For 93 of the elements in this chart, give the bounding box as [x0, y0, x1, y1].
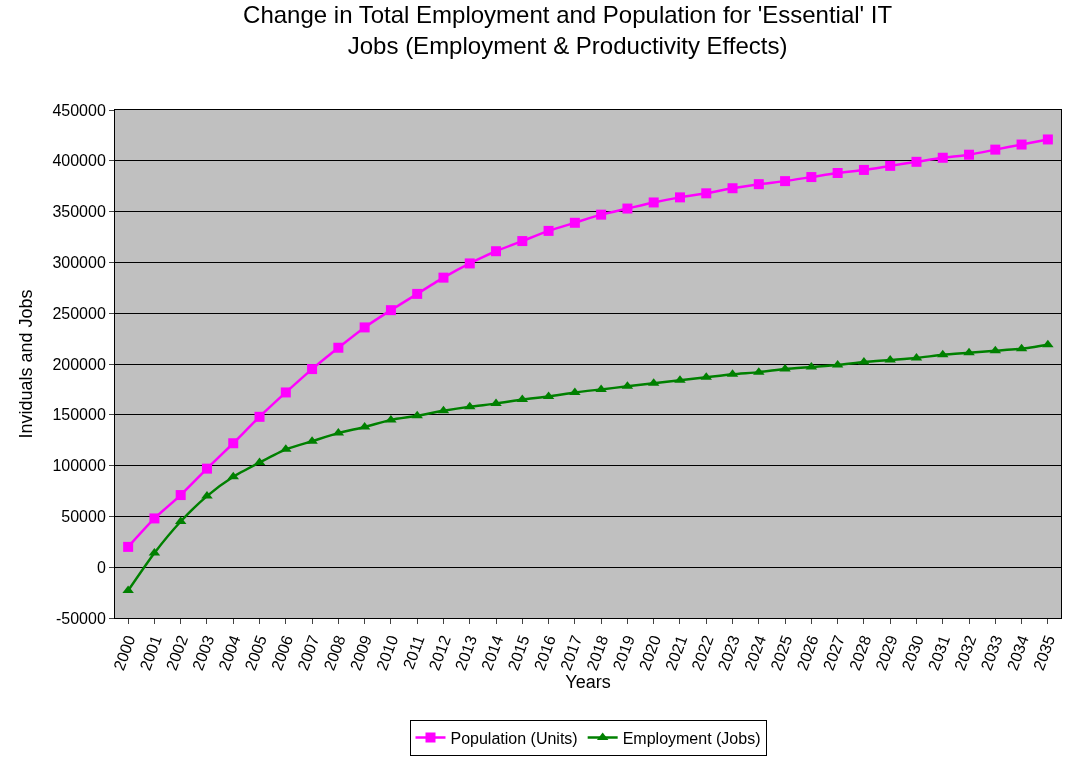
point — [359, 322, 370, 333]
point — [885, 160, 896, 171]
x-tick-label: 2017 — [557, 633, 586, 673]
point — [307, 364, 318, 375]
x-tick-label: 2007 — [294, 633, 323, 673]
legend-label: Population (Units) — [450, 729, 578, 747]
x-tick-label: 2003 — [189, 633, 218, 673]
point — [858, 164, 869, 175]
x-tick-label: 2000 — [110, 633, 139, 673]
y-tick-label: 300000 — [52, 254, 106, 271]
x-tick-label: 2034 — [1003, 633, 1032, 673]
y-tick-label: 150000 — [52, 406, 106, 424]
x-tick-label: 2028 — [846, 633, 875, 673]
x-tick-label: 2022 — [688, 633, 717, 673]
point — [517, 236, 528, 247]
point — [1042, 339, 1054, 348]
point — [1042, 134, 1053, 145]
y-tick-label: 100000 — [52, 457, 106, 475]
point — [543, 225, 554, 236]
x-tick-label: 2026 — [793, 633, 822, 673]
x-tick-label: 2010 — [373, 633, 402, 673]
y-tick-label: 50000 — [61, 508, 106, 525]
point — [412, 288, 423, 299]
point — [648, 197, 659, 208]
point — [411, 410, 423, 419]
point — [622, 203, 633, 214]
x-tick-label: 2027 — [819, 633, 849, 673]
y-tick-label: 200000 — [52, 355, 106, 373]
point — [911, 156, 922, 167]
y-tick-label: 0 — [96, 558, 106, 576]
x-tick-label: 2005 — [241, 633, 270, 673]
x-tick-label: 2016 — [530, 633, 559, 673]
x-tick-label: 2002 — [162, 633, 192, 673]
x-tick-label: 2018 — [583, 633, 612, 673]
x-tick-label: 2012 — [425, 633, 454, 673]
point — [149, 513, 160, 524]
point — [964, 149, 975, 160]
point — [122, 585, 134, 594]
x-tick-label: 2008 — [320, 633, 349, 673]
x-tick-label: 2024 — [741, 633, 770, 673]
point — [438, 272, 449, 283]
point — [201, 463, 212, 474]
chart-title: Change in Total Employment and Population for 'Essential' IT Jobs (Employment & Productivity Effects) — [243, 0, 893, 60]
y-tick-label: 450000 — [52, 101, 106, 119]
point — [464, 258, 475, 269]
legend-label: Employment (Jobs) — [622, 729, 761, 747]
point — [280, 387, 291, 398]
x-tick-label: 2029 — [872, 633, 901, 673]
y-tick-label: 350000 — [52, 203, 106, 221]
point — [490, 398, 502, 407]
x-tick-label: 2020 — [635, 633, 665, 673]
point — [491, 246, 502, 257]
point — [175, 490, 186, 501]
x-tick-label: 2011 — [399, 633, 428, 672]
x-tick-label: 2033 — [977, 633, 1006, 673]
point — [385, 305, 396, 316]
point — [832, 167, 843, 178]
point — [937, 152, 948, 163]
x-tick-label: 2025 — [767, 633, 796, 673]
y-tick-label: 400000 — [52, 152, 106, 170]
x-tick-label: 2013 — [451, 633, 481, 673]
point — [727, 183, 738, 194]
x-tick-label: 2021 — [662, 633, 691, 673]
x-tick-label: 2035 — [1030, 633, 1059, 673]
point — [806, 172, 817, 183]
x-tick-label: 2032 — [951, 633, 980, 673]
x-tick-label: 2001 — [136, 633, 165, 673]
x-tick-label: 2023 — [714, 633, 743, 673]
y-tick-label: -50000 — [55, 609, 106, 627]
point — [753, 179, 764, 190]
point — [990, 144, 1001, 155]
x-tick-label: 2009 — [346, 633, 376, 673]
x-tick-label: 2004 — [215, 633, 244, 673]
x-axis-title: Years — [565, 672, 611, 693]
x-tick-label: 2031 — [924, 633, 954, 673]
x-tick-label: 2014 — [478, 633, 507, 673]
point — [780, 176, 791, 187]
y-axis-title: Inviduals and Jobs — [15, 289, 36, 439]
x-tick-label: 2015 — [504, 633, 533, 673]
point — [1016, 139, 1027, 150]
point — [254, 411, 265, 422]
point — [569, 217, 580, 228]
point — [701, 188, 712, 199]
point — [674, 192, 685, 203]
y-tick-label: 250000 — [52, 304, 106, 322]
point — [123, 541, 134, 552]
point — [596, 209, 607, 220]
x-tick-label: 2030 — [898, 633, 927, 673]
x-tick-label: 2006 — [268, 633, 297, 673]
point — [963, 347, 975, 356]
point — [228, 438, 239, 449]
point — [333, 342, 344, 353]
x-tick-label: 2019 — [609, 633, 638, 673]
